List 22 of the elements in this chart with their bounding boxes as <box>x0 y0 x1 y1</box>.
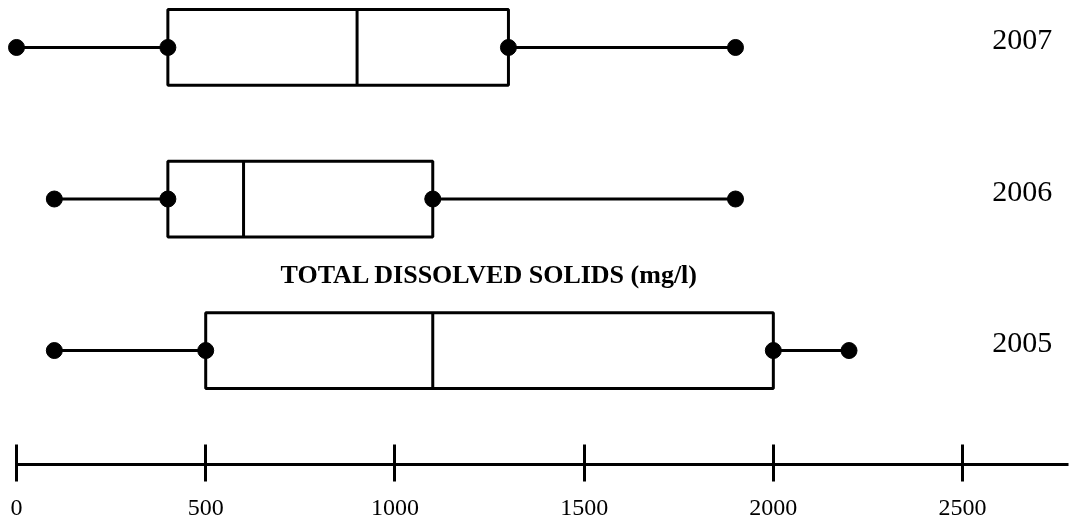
point <box>726 38 744 56</box>
y-tick-label: 2007 <box>992 21 1053 55</box>
text: TOTAL DISSOLVED SOLIDS (mg/l) <box>280 260 697 290</box>
x-tick-label: 0 <box>10 493 23 520</box>
point <box>45 190 63 208</box>
point <box>424 190 442 208</box>
point <box>197 342 215 360</box>
point <box>8 38 25 56</box>
x-tick-label: 500 <box>187 493 224 520</box>
point <box>159 38 177 56</box>
point <box>764 342 782 360</box>
point <box>840 342 858 360</box>
x-tick-label: 2500 <box>938 493 987 520</box>
point <box>45 342 63 360</box>
x-tick-label: 1000 <box>370 493 419 520</box>
point <box>726 190 744 208</box>
x-tick-label: 1500 <box>560 493 609 520</box>
y-tick-label: 2006 <box>992 173 1053 207</box>
point <box>499 38 517 56</box>
point <box>159 190 177 208</box>
x-tick-label: 2000 <box>749 493 798 520</box>
y-tick-label: 2005 <box>992 325 1053 359</box>
